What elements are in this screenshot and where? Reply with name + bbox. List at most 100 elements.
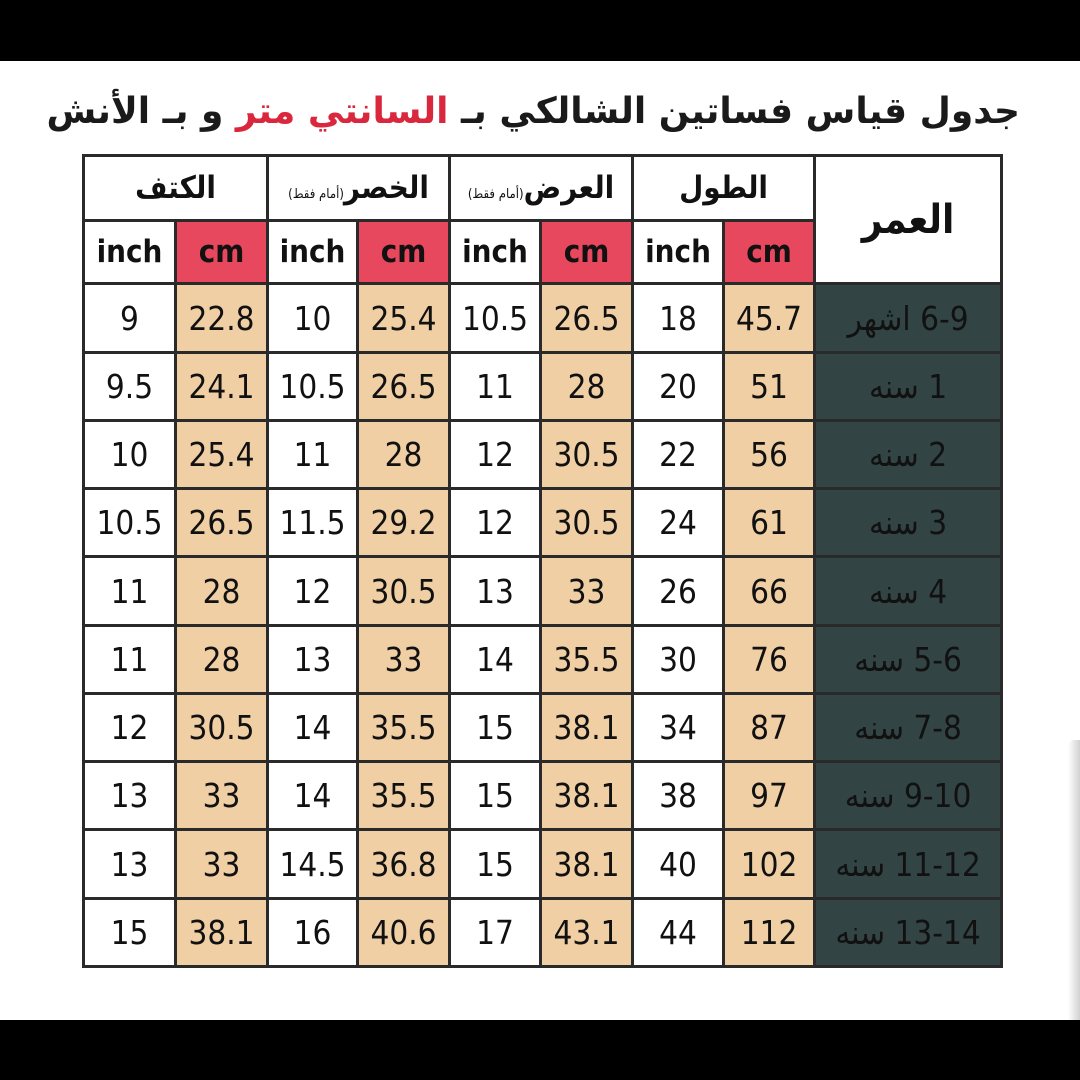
length-inch-cell: 24	[631, 487, 726, 559]
waist-cm-cell: 35.5	[356, 691, 452, 764]
table-row: 13 33 14.5 36.8 15 38.1 40 102 11-12 سنه	[82, 828, 1004, 900]
waist-inch-cell: 11.5	[266, 487, 360, 559]
table-row: 9.5 24.1 10.5 26.5 11 28 20 51 1 سنه	[82, 350, 1004, 422]
age-cell: 5-6 سنه	[813, 623, 1004, 695]
width-inch-cell: 12	[448, 418, 543, 491]
width-cm-cell: 33	[539, 555, 635, 627]
age-cell: 13-14 سنه	[813, 896, 1004, 969]
shoulder-inch-cell: 11	[82, 555, 177, 627]
age-cell: 7-8 سنه	[813, 691, 1004, 764]
width-cm-cell: 38.1	[539, 760, 635, 832]
waist-inch-cell: 13	[266, 623, 360, 695]
length-inch-cell: 44	[631, 896, 726, 969]
shoulder-inch-cell: 13	[82, 828, 177, 900]
shoulder-cm-cell: 28	[173, 623, 270, 695]
table-row: 11 28 13 33 14 35.5 30 76 5-6 سنه	[82, 623, 1004, 695]
width-header: العرض(أمام فقط)	[448, 153, 635, 223]
title-part1: جدول قياس فساتين الشالكي بـ	[448, 91, 1020, 132]
length-cm-cell: 97	[722, 760, 817, 832]
waist-cm-cell: 35.5	[356, 760, 452, 832]
page-title: جدول قياس فساتين الشالكي بـ السانتي متر …	[47, 82, 1020, 142]
waist-inch-header: inch	[266, 219, 360, 286]
shoulder-inch-cell: 15	[82, 896, 177, 969]
age-cell: 1 سنه	[813, 350, 1004, 422]
table-row: 9 22.8 10 25.4 10.5 26.5 18 45.7 6-9 اشهر	[82, 282, 1004, 354]
shoulder-inch-header: inch	[82, 219, 177, 286]
length-cm-cell: 112	[722, 896, 817, 969]
shoulder-inch-cell: 10.5	[82, 487, 177, 559]
width-inch-cell: 15	[448, 691, 543, 764]
shoulder-cm-cell: 38.1	[173, 896, 270, 969]
width-note: (أمام فقط)	[467, 187, 524, 203]
length-cm-cell: 102	[722, 828, 817, 900]
age-header: العمر	[813, 153, 1004, 286]
length-cm-cell: 87	[722, 691, 817, 764]
length-inch-cell: 38	[631, 760, 726, 832]
bottom-black-bar	[0, 1020, 1080, 1080]
waist-cm-cell: 33	[356, 623, 452, 695]
width-inch-cell: 12	[448, 487, 543, 559]
shoulder-cm-cell: 33	[173, 760, 270, 832]
waist-inch-cell: 14	[266, 691, 360, 764]
waist-inch-cell: 14	[266, 760, 360, 832]
length-inch-cell: 20	[631, 350, 726, 422]
shoulder-cm-header: cm	[173, 219, 270, 286]
waist-cm-cell: 25.4	[356, 282, 452, 354]
table-row: 13 33 14 35.5 15 38.1 38 97 9-10 سنه	[82, 760, 1004, 832]
waist-inch-cell: 10	[266, 282, 360, 354]
length-inch-cell: 22	[631, 418, 726, 491]
waist-inch-cell: 11	[266, 418, 360, 491]
waist-cm-cell: 26.5	[356, 350, 452, 422]
width-inch-cell: 14	[448, 623, 543, 695]
age-cell: 4 سنه	[813, 555, 1004, 627]
width-inch-cell: 13	[448, 555, 543, 627]
shoulder-header: الكتف	[81, 153, 270, 223]
width-inch-cell: 15	[448, 828, 543, 900]
length-cm-cell: 45.7	[722, 282, 817, 354]
scroll-indicator	[1068, 740, 1080, 1030]
width-cm-cell: 43.1	[539, 896, 635, 969]
width-cm-cell: 38.1	[539, 828, 635, 900]
table-row: 12 30.5 14 35.5 15 38.1 34 87 7-8 سنه	[82, 691, 1004, 764]
length-cm-cell: 61	[722, 487, 817, 559]
title-accent: السانتي متر	[235, 91, 449, 132]
age-cell: 9-10 سنه	[813, 760, 1004, 832]
age-cell: 11-12 سنه	[813, 828, 1004, 900]
shoulder-cm-cell: 30.5	[173, 691, 270, 764]
waist-inch-cell: 10.5	[266, 350, 360, 422]
length-cm-cell: 76	[722, 623, 817, 695]
waist-cm-cell: 30.5	[356, 555, 452, 627]
length-cm-header: cm	[722, 219, 817, 286]
width-inch-header: inch	[448, 219, 543, 286]
header-row: الكتف الخصر(أمام فقط) العرض(أمام فقط) ال…	[81, 153, 1004, 286]
waist-header: الخصر(أمام فقط)	[266, 153, 452, 223]
waist-inch-cell: 16	[266, 896, 360, 969]
width-cm-cell: 35.5	[539, 623, 635, 695]
table-row: 11 28 12 30.5 13 33 26 66 4 سنه	[82, 555, 1004, 627]
width-inch-cell: 17	[448, 896, 543, 969]
shoulder-inch-cell: 11	[82, 623, 177, 695]
length-inch-header: inch	[631, 219, 726, 286]
width-cm-cell: 30.5	[539, 487, 635, 559]
shoulder-inch-cell: 10	[82, 418, 177, 491]
age-cell: 2 سنه	[813, 418, 1004, 491]
length-inch-cell: 40	[631, 828, 726, 900]
waist-cm-cell: 28	[356, 418, 452, 491]
length-inch-cell: 18	[631, 282, 726, 354]
shoulder-cm-cell: 24.1	[173, 350, 270, 422]
width-inch-cell: 15	[448, 760, 543, 832]
table-row: 10.5 26.5 11.5 29.2 12 30.5 24 61 3 سنه	[82, 487, 1004, 559]
width-cm-header: cm	[539, 219, 635, 286]
length-inch-cell: 30	[631, 623, 726, 695]
age-cell: 3 سنه	[813, 487, 1004, 559]
unit-row: inch cm inch cm inch cm inch cm	[82, 219, 1002, 286]
shoulder-cm-cell: 26.5	[173, 487, 270, 559]
width-cm-cell: 38.1	[539, 691, 635, 764]
width-inch-cell: 10.5	[448, 282, 543, 354]
waist-cm-header: cm	[356, 219, 452, 286]
table-row: 15 38.1 16 40.6 17 43.1 44 112 13-14 سنه	[82, 896, 1004, 969]
width-cm-cell: 26.5	[539, 282, 635, 354]
length-inch-cell: 34	[631, 691, 726, 764]
shoulder-cm-cell: 22.8	[173, 282, 270, 354]
length-cm-cell: 66	[722, 555, 817, 627]
